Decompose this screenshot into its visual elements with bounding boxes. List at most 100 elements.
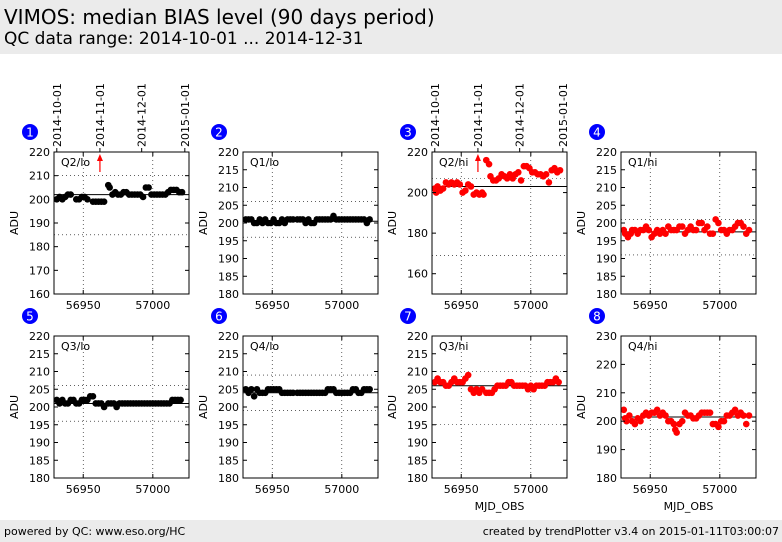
- data-point: [89, 393, 97, 400]
- y-tick-label: 200: [407, 187, 428, 200]
- y-tick-label: 220: [407, 330, 428, 343]
- y-tick-label: 210: [596, 387, 617, 400]
- y-tick-label: 200: [596, 217, 617, 230]
- plot-frame: [53, 335, 190, 479]
- y-tick-label: 180: [407, 472, 428, 485]
- chart-panel-4: 4 180 185 190 195 200 205 210 215 220 56950 57000 AD…: [575, 124, 757, 312]
- data-point: [517, 177, 525, 184]
- y-axis-label: ADU: [575, 211, 588, 235]
- y-tick-label: 210: [218, 182, 239, 195]
- panel-badge-3: [400, 124, 416, 140]
- y-tick-label: 215: [596, 164, 617, 177]
- y-tick-label: 220: [29, 330, 50, 343]
- y-tick-label: 185: [596, 270, 617, 283]
- y-tick-label: 215: [29, 348, 50, 361]
- data-point: [662, 412, 669, 419]
- panel-badge-5: [22, 308, 38, 324]
- plot-frame: [53, 151, 190, 295]
- y-tick-label: 220: [407, 146, 428, 159]
- plot-frame: [431, 151, 568, 295]
- data-point: [740, 412, 747, 419]
- y-tick-label: 160: [29, 288, 50, 301]
- panel-badge-4: [589, 124, 605, 140]
- data-point: [731, 406, 739, 414]
- chart-panel-7: 7 180 185 190 195 200 205 210 215 220 56950 57000 AD…: [386, 308, 568, 513]
- plot-frame: [431, 335, 568, 479]
- data-point: [145, 184, 152, 191]
- date-tick-label: 2014-10-01: [429, 83, 442, 147]
- panel-label: Q4/hi: [628, 340, 657, 353]
- data-point: [631, 420, 639, 428]
- marker-arrowhead-icon: [474, 154, 481, 161]
- date-tick-label: 2015-01-01: [557, 83, 570, 147]
- y-tick-label: 180: [218, 472, 239, 485]
- y-axis-label: ADU: [197, 211, 210, 235]
- data-point: [645, 226, 653, 234]
- date-tick-label: 2014-10-01: [51, 83, 64, 147]
- date-tick-label: 2014-11-01: [94, 83, 107, 147]
- y-tick-label: 195: [596, 235, 617, 248]
- data-point: [662, 230, 669, 237]
- panel-badge-number: 7: [404, 310, 412, 324]
- panel-badge-number: 5: [26, 310, 34, 324]
- y-tick-label: 205: [596, 199, 617, 212]
- data-point: [745, 412, 753, 419]
- data-point: [67, 191, 75, 198]
- data-point: [692, 226, 700, 234]
- panel-label: Q4/lo: [250, 340, 279, 353]
- chart-panel-5: 5 180 185 190 195 200 205 210 215 220 56950 57000 AD…: [8, 308, 190, 496]
- y-tick-label: 180: [407, 227, 428, 240]
- x-tick-label: 56950: [633, 299, 668, 312]
- y-tick-label: 190: [218, 253, 239, 266]
- y-tick-label: 180: [596, 472, 617, 485]
- data-point: [100, 198, 108, 205]
- y-tick-label: 215: [218, 348, 239, 361]
- data-point: [621, 406, 628, 414]
- y-axis-label: ADU: [8, 395, 21, 419]
- y-tick-label: 210: [218, 366, 239, 379]
- y-tick-label: 195: [218, 235, 239, 248]
- data-point: [514, 168, 522, 176]
- data-point: [626, 412, 633, 419]
- y-tick-label: 195: [29, 419, 50, 432]
- panel-badge-2: [211, 124, 227, 140]
- data-point: [709, 230, 717, 237]
- panel-label: Q2/lo: [61, 156, 90, 169]
- panel-label: Q1/lo: [250, 156, 279, 169]
- x-tick-label: 57000: [513, 299, 548, 312]
- data-point: [439, 185, 447, 192]
- y-tick-label: 185: [218, 270, 239, 283]
- data-point: [177, 396, 184, 404]
- header-bar: VIMOS: median BIAS level (90 days period…: [0, 0, 782, 54]
- plot-frame: [620, 335, 757, 479]
- y-tick-label: 170: [29, 264, 50, 277]
- date-tick-label: 2014-11-01: [472, 83, 485, 147]
- y-tick-label: 210: [407, 366, 428, 379]
- data-point: [480, 191, 487, 198]
- y-tick-label: 195: [407, 419, 428, 432]
- panel-label: Q3/hi: [439, 340, 468, 353]
- y-axis-label: ADU: [8, 211, 21, 235]
- footer-created: created by trendPlotter v3.4 on 2015-01-…: [482, 525, 779, 538]
- y-axis-label: ADU: [197, 395, 210, 419]
- y-tick-label: 210: [596, 182, 617, 195]
- data-point: [653, 406, 661, 414]
- panel-badge-6: [211, 308, 227, 324]
- y-tick-label: 200: [596, 415, 617, 428]
- y-tick-label: 190: [596, 444, 617, 457]
- y-tick-label: 200: [218, 217, 239, 230]
- panel-badge-number: 8: [593, 310, 601, 324]
- y-tick-label: 185: [218, 454, 239, 467]
- y-tick-label: 180: [29, 472, 50, 485]
- data-point: [248, 385, 255, 393]
- x-tick-label: 57000: [135, 483, 170, 496]
- x-tick-label: 57000: [324, 483, 359, 496]
- x-tick-label: 56950: [255, 299, 290, 312]
- y-tick-label: 210: [29, 366, 50, 379]
- data-point: [678, 223, 686, 230]
- data-point: [742, 420, 750, 428]
- x-tick-label: 56950: [255, 483, 290, 496]
- data-point: [673, 429, 680, 436]
- y-tick-label: 210: [29, 170, 50, 183]
- data-point: [462, 187, 469, 194]
